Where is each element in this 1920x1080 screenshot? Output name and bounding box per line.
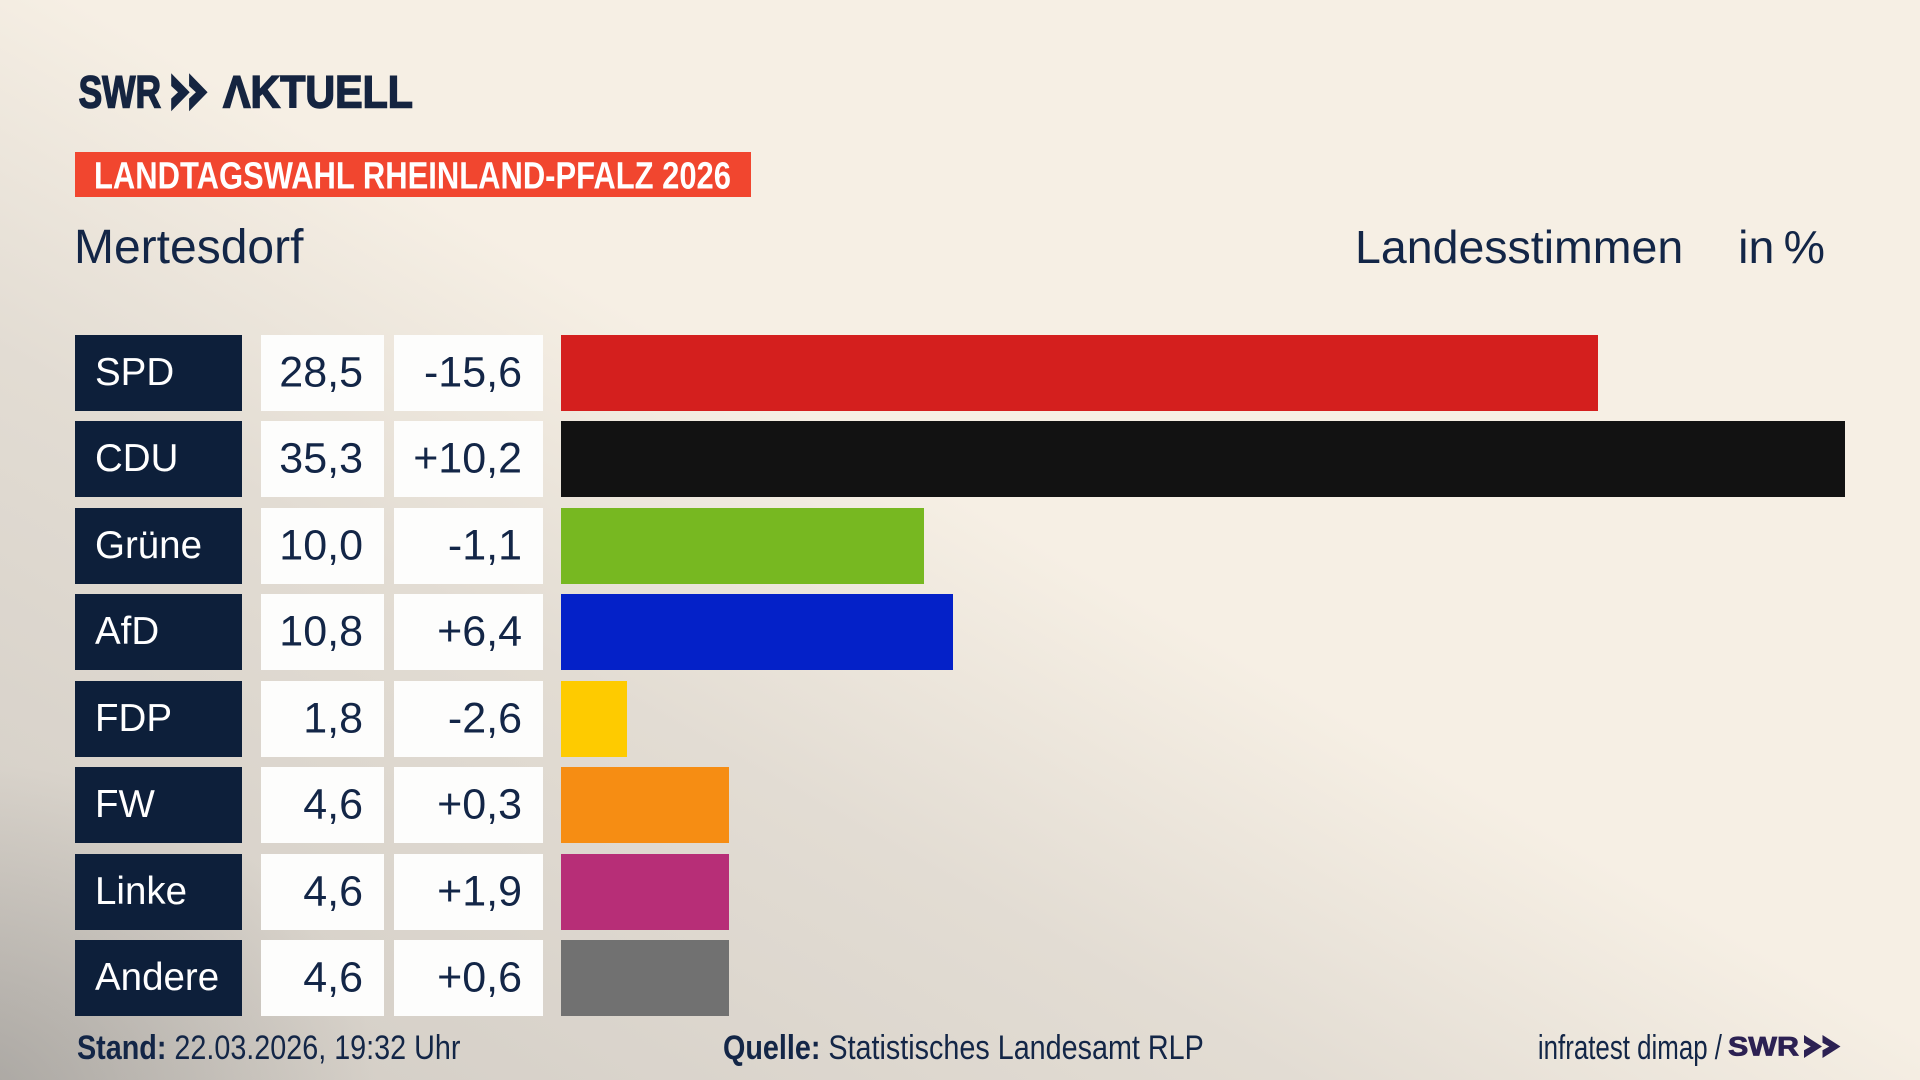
svg-text:SWR: SWR <box>1728 1035 1799 1059</box>
svg-text:ΛKTUELL: ΛKTUELL <box>223 67 413 118</box>
svg-text:SWR: SWR <box>79 67 162 118</box>
svg-text:LANDTAGSWAHL RHEINLAND-PFALZ 2: LANDTAGSWAHL RHEINLAND-PFALZ 2026 <box>94 156 731 198</box>
